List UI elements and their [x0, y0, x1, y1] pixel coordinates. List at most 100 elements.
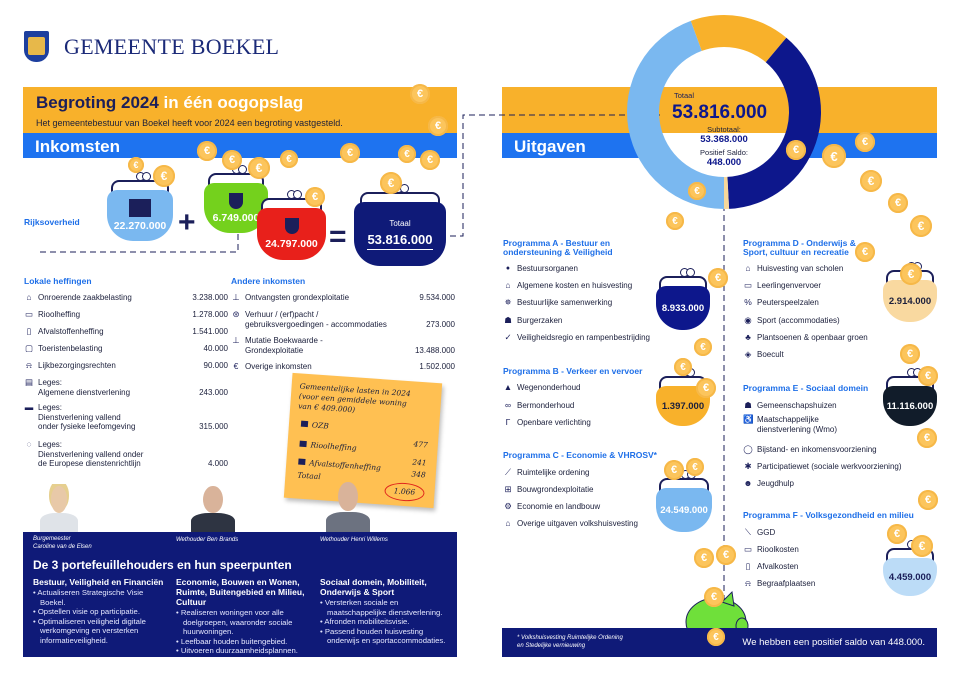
item-amount: 13.488.000: [414, 345, 455, 355]
list-item: ◌ Leges: Dienstverlening vallend onder de…: [24, 439, 228, 469]
item-label: Sport (accommodaties): [757, 316, 840, 325]
program-purse: 8.933.000: [656, 268, 710, 330]
list-item: ⌂ Overige uitgaven volkshuisvesting: [503, 518, 678, 529]
list-item: ✓ Veiligheidsregio en rampenbestrijding: [503, 332, 678, 343]
title-banner: [23, 87, 457, 133]
item-label: Bestuursorganen: [517, 264, 578, 273]
euro-coin-icon: €: [900, 344, 920, 364]
item-label: Ontvangsten grondexploitatie: [245, 293, 350, 302]
euro-coin-icon: €: [918, 490, 938, 510]
list-item: ⍾ Lijkbezorgingsrechten 90.000: [24, 360, 228, 371]
donut-segment: [690, 14, 787, 63]
plus-sign: +: [178, 206, 196, 239]
priority-item: Leefbaar houden buitengebied.: [176, 637, 311, 647]
list-item: ▭ Rioolheffing 1.278.000: [24, 309, 228, 320]
expenses-header: Uitgaven: [502, 133, 652, 158]
culture-icon: ◈: [744, 349, 752, 359]
list-item: ▯ Afvalkosten: [743, 561, 918, 572]
photo-caroline-van-de-elsen: [38, 484, 80, 533]
other-income-title: Andere inkomsten: [231, 276, 306, 286]
list-item: ▭ Rioolkosten: [743, 544, 918, 555]
priority-item: Actualiseren Strategische Visie Boekel.: [33, 588, 168, 607]
euro-coin-icon: €: [410, 84, 430, 104]
house-icon: ⌂: [26, 292, 32, 302]
traffic-cone-icon: ▲: [503, 382, 513, 392]
toys-icon: %: [744, 297, 752, 307]
item-label: Toeristenbelasting: [38, 344, 103, 353]
total-label: Totaal: [389, 218, 411, 228]
expenses-banner: [502, 87, 937, 133]
list-item: ♣ Plantsoenen & openbaar groen: [743, 332, 918, 343]
school-icon: ⌂: [745, 263, 751, 273]
bin-icon: ▯: [745, 561, 751, 571]
euro-coin-icon: €: [704, 587, 724, 607]
donut-segment: [727, 37, 821, 209]
saldo-message: We hebben een positief saldo van 448.000…: [742, 637, 925, 648]
list-item: ⌂ Algemene kosten en huisvesting: [503, 280, 678, 291]
item-label: Leges: Algemene dienstverlening: [38, 378, 131, 397]
purse-total: Totaal 53.816.000: [354, 184, 446, 266]
item-label: Ruimtelijke ordening: [517, 468, 590, 477]
note-total-value: 1.066: [383, 481, 426, 503]
list-item: ⍾ Begraafplaatsen: [743, 578, 918, 589]
municipality-crest-logo: [24, 31, 49, 62]
shovel-icon: ⊥: [232, 292, 240, 302]
worker-icon: ✱: [744, 461, 752, 471]
column-heading: Sociaal domein, Mobiliteit, Onderwijs & …: [320, 577, 427, 597]
euro-coin-icon: €: [707, 628, 725, 646]
item-label: Economie en landbouw: [517, 502, 601, 511]
floorplan-icon: ⊞: [504, 484, 512, 494]
euro-coin-icon: €: [888, 193, 908, 213]
list-item: ⟋ Ruimtelijke ordening: [503, 467, 678, 478]
item-label: Mutatie Boekwaarde - Grondexploitatie: [245, 336, 323, 355]
donut-segment: [627, 20, 724, 209]
item-amount: 1.502.000: [419, 362, 455, 371]
program-title: Programma E - Sociaal domein: [743, 383, 869, 393]
list-item: ⊞ Bouwgrondexploitatie: [503, 484, 678, 495]
column-heading: Bestuur, Veiligheid en Financiën: [33, 577, 164, 587]
subtotal-label: Subtotaal:: [707, 125, 741, 134]
item-label: Participatiewet (sociale werkvoorziening…: [757, 462, 902, 471]
euro-coin-icon: €: [664, 460, 684, 480]
euro-coin-icon: €: [380, 172, 402, 194]
item-amount: 40.000: [203, 344, 228, 353]
green-amount: 6.749.000: [212, 211, 260, 224]
program-title: Programma A - Bestuur en ondersteuning &…: [503, 238, 613, 257]
item-label: Bermonderhoud: [517, 401, 575, 410]
program-title: Programma B - Verkeer en vervoer: [503, 366, 643, 376]
euro-coin-icon: €: [716, 545, 736, 565]
item-label: Plantsoenen & openbaar groen: [757, 333, 868, 342]
list-item: ◯ Bijstand- en inkomensvoorziening: [743, 444, 918, 455]
euro-coin-icon: €: [696, 378, 716, 398]
lifebuoy-icon: ⊛: [232, 309, 240, 319]
local-levies-title: Lokale heffingen: [24, 276, 92, 286]
shield-emblem-icon: [284, 218, 299, 234]
moneybag-icon: ◯: [743, 444, 753, 454]
community-icon: ☗: [744, 400, 752, 410]
bus-icon: ▭: [743, 280, 753, 290]
item-label: Leges: Dienstverlening vallend onder de …: [38, 440, 144, 468]
euro-coin-icon: €: [918, 366, 938, 386]
program-amount: 2.914.000: [883, 280, 937, 322]
item-amount: 9.534.000: [419, 293, 455, 302]
euro-coin-icon: €: [674, 358, 692, 376]
euro-coin-icon: €: [822, 144, 846, 168]
bin-icon: [298, 458, 306, 466]
euro-coin-icon: €: [222, 150, 242, 170]
item-amount: 4.000: [207, 459, 228, 468]
euro-coin-icon: €: [694, 548, 714, 568]
item-label: Gemeenschapshuizen: [757, 401, 837, 410]
document-icon: ▤: [24, 377, 34, 387]
item-label: Peuterspeelzalen: [757, 298, 819, 307]
item-amount: 90.000: [203, 361, 228, 370]
euro-coin-icon: €: [688, 182, 706, 200]
euro-coin-icon: €: [197, 141, 217, 161]
list-item: ☗ Gemeenschapshuizen: [743, 400, 918, 411]
list-item: ☗ Burgerzaken: [503, 315, 678, 326]
footnote: * Volkshuisvesting Ruimtelijke Ordening …: [517, 635, 623, 649]
item-label: Algemene kosten en huisvesting: [517, 281, 633, 290]
list-item: ▯ Afvalstoffenheffing 1.541.000: [24, 326, 228, 337]
rijk-label: Rijksoverheid: [24, 217, 80, 227]
program-title: Programma C - Economie & VHROSV*: [503, 450, 657, 460]
gear-icon: ✵: [504, 297, 512, 307]
